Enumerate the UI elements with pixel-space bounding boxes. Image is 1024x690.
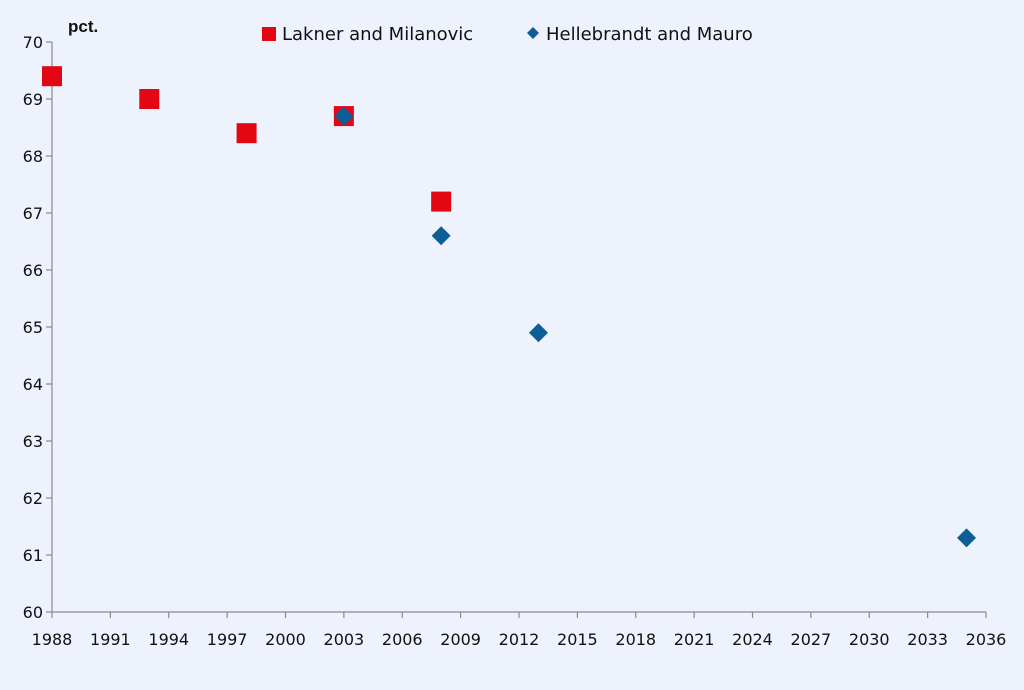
x-tick-label: 2036 <box>966 630 1007 649</box>
y-tick-label: 60 <box>23 603 43 622</box>
x-tick-label: 1991 <box>90 630 131 649</box>
data-point-hellebrandt <box>431 226 451 246</box>
y-axis: 60 61 62 63 64 65 66 67 68 69 70 <box>23 33 53 622</box>
data-points <box>42 66 977 548</box>
x-tick-label: 2003 <box>324 630 365 649</box>
y-tick-label: 63 <box>23 432 43 451</box>
y-tick-label: 64 <box>23 375 43 394</box>
legend-marker-hellebrandt <box>527 27 539 39</box>
y-tick-label: 68 <box>23 147 43 166</box>
legend-label-lakner: Lakner and Milanovic <box>282 24 473 45</box>
x-tick-label: 1988 <box>32 630 73 649</box>
x-tick-label: 2027 <box>791 630 832 649</box>
x-tick-label: 2012 <box>499 630 540 649</box>
x-tick-label: 1997 <box>207 630 248 649</box>
legend: Lakner and Milanovic Hellebrandt and Mau… <box>262 24 753 45</box>
y-tick-label: 61 <box>23 546 43 565</box>
x-tick-label: 2021 <box>674 630 715 649</box>
legend-marker-lakner <box>262 27 276 41</box>
data-point-hellebrandt <box>957 528 977 548</box>
y-tick-label: 66 <box>23 261 43 280</box>
y-axis-unit-label: pct. <box>68 17 98 36</box>
x-tick-label: 2015 <box>557 630 598 649</box>
x-tick-label: 2018 <box>615 630 656 649</box>
data-point-hellebrandt <box>528 323 548 343</box>
data-point-hellebrandt <box>334 106 354 126</box>
x-tick-label: 1994 <box>148 630 189 649</box>
y-tick-label: 65 <box>23 318 43 337</box>
y-tick-label: 67 <box>23 204 43 223</box>
x-tick-label: 2030 <box>849 630 890 649</box>
y-tick-label: 70 <box>23 33 43 52</box>
x-axis: 1988 1991 1994 1997 2000 2003 2006 2009 2012 2015… <box>32 611 1007 649</box>
data-point-lakner <box>431 191 452 212</box>
x-tick-label: 2033 <box>907 630 948 649</box>
legend-label-hellebrandt: Hellebrandt and Mauro <box>546 24 753 45</box>
data-point-lakner <box>42 66 62 87</box>
x-tick-label: 2009 <box>440 630 481 649</box>
data-point-lakner <box>236 123 257 144</box>
x-tick-label: 2000 <box>265 630 306 649</box>
data-point-lakner <box>139 89 160 109</box>
x-tick-label: 2024 <box>732 630 773 649</box>
x-tick-label: 2006 <box>382 630 423 649</box>
y-tick-label: 62 <box>23 489 43 508</box>
y-tick-label: 69 <box>23 90 43 109</box>
